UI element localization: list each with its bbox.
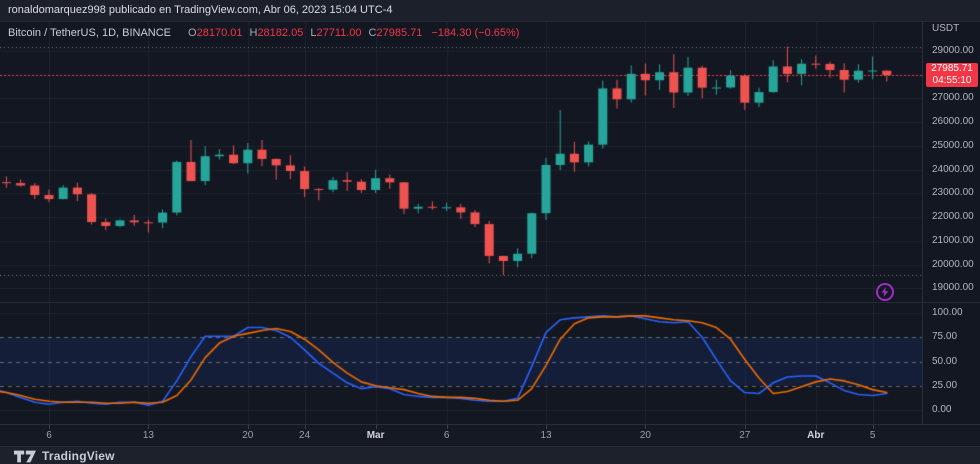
time-axis-tick	[148, 425, 149, 429]
price-axis-label: 27000.00	[932, 92, 974, 104]
price-axis-label: 22000.00	[932, 211, 974, 223]
time-axis-label: 24	[299, 430, 311, 441]
last-price-badge: 27985.71 04:55:10	[926, 63, 978, 88]
time-axis-label: 13	[540, 430, 552, 441]
time-axis-tick	[816, 425, 817, 429]
time-axis-tick	[645, 425, 646, 429]
lightning-bolt-icon	[881, 287, 889, 297]
price-axis[interactable]: USDT 27985.71 04:55:10 29000.00 27000.00 2…	[922, 22, 980, 446]
indicator-axis-label: 100.00	[932, 307, 963, 318]
time-axis-label: Abr	[807, 430, 825, 441]
candlestick-chart-canvas[interactable]	[0, 0, 922, 424]
time-axis-tick	[745, 425, 746, 429]
legend-low-value: 27711.00	[316, 27, 362, 39]
time-axis-label: 27	[739, 430, 751, 441]
legend-high-label: H	[249, 27, 258, 39]
time-axis-tick	[873, 425, 874, 429]
time-axis-tick	[49, 425, 50, 429]
flash-marker-icon[interactable]	[876, 283, 894, 301]
legend-close-label: C	[368, 27, 377, 39]
time-axis-label: 6	[443, 430, 450, 441]
tradingview-logo-icon	[14, 450, 36, 462]
legend-low-label: L	[310, 27, 317, 39]
last-price-value: 27985.71	[931, 63, 973, 75]
legend-high-value: 28182.05	[257, 27, 304, 39]
legend-close-value: 27985.71	[376, 27, 423, 39]
legend-open-value: 28170.01	[196, 27, 243, 39]
time-axis[interactable]: 6 13 20 24 Mar 6 13 20 27 Abr 5	[0, 424, 980, 446]
time-axis-tick	[248, 425, 249, 429]
time-axis-tick	[305, 425, 306, 429]
attribution-text: ronaldomarquez998 publicado en TradingVi…	[8, 4, 393, 16]
indicator-axis-label: 50.00	[932, 355, 958, 367]
bar-countdown: 04:55:10	[932, 75, 972, 87]
price-axis-label: 23000.00	[932, 187, 974, 199]
price-axis-label: 24000.00	[932, 163, 974, 175]
attribution-bar: ronaldomarquez998 publicado en TradingVi…	[0, 0, 980, 22]
time-axis-label: 20	[639, 430, 651, 441]
price-axis-label: 26000.00	[932, 116, 974, 128]
price-axis-label: 29000.00	[932, 45, 974, 56]
symbol-legend[interactable]: Bitcoin / TetherUS, 1D, BINANCE O28170.01…	[8, 27, 519, 41]
price-axis-label: 19000.00	[932, 282, 974, 294]
tradingview-logo[interactable]: TradingView	[14, 449, 115, 463]
axis-currency-label: USDT	[932, 23, 960, 34]
price-axis-label: 25000.00	[932, 139, 974, 151]
tradingview-logo-text: TradingView	[42, 449, 115, 463]
indicator-axis-label: 0.00	[932, 404, 952, 415]
price-axis-label: 21000.00	[932, 234, 974, 246]
time-axis-tick	[376, 425, 377, 429]
indicator-axis-label: 75.00	[932, 331, 958, 343]
time-axis-label: Mar	[366, 430, 385, 441]
pane-separator[interactable]	[0, 302, 980, 303]
symbol-title[interactable]: Bitcoin / TetherUS, 1D, BINANCE	[8, 27, 172, 39]
time-axis-label: 13	[142, 430, 154, 441]
time-axis-tick	[447, 425, 448, 429]
time-axis-tick	[546, 425, 547, 429]
time-axis-label: 5	[869, 430, 876, 441]
legend-change: −184.30 (−0.65%)	[431, 27, 520, 39]
price-axis-label: 20000.00	[932, 258, 974, 270]
indicator-axis-label: 25.00	[932, 379, 958, 391]
legend-open-label: O	[188, 27, 197, 39]
time-axis-label: 20	[242, 430, 254, 441]
footer-bar: TradingView	[0, 446, 980, 464]
time-axis-label: 6	[46, 430, 52, 441]
